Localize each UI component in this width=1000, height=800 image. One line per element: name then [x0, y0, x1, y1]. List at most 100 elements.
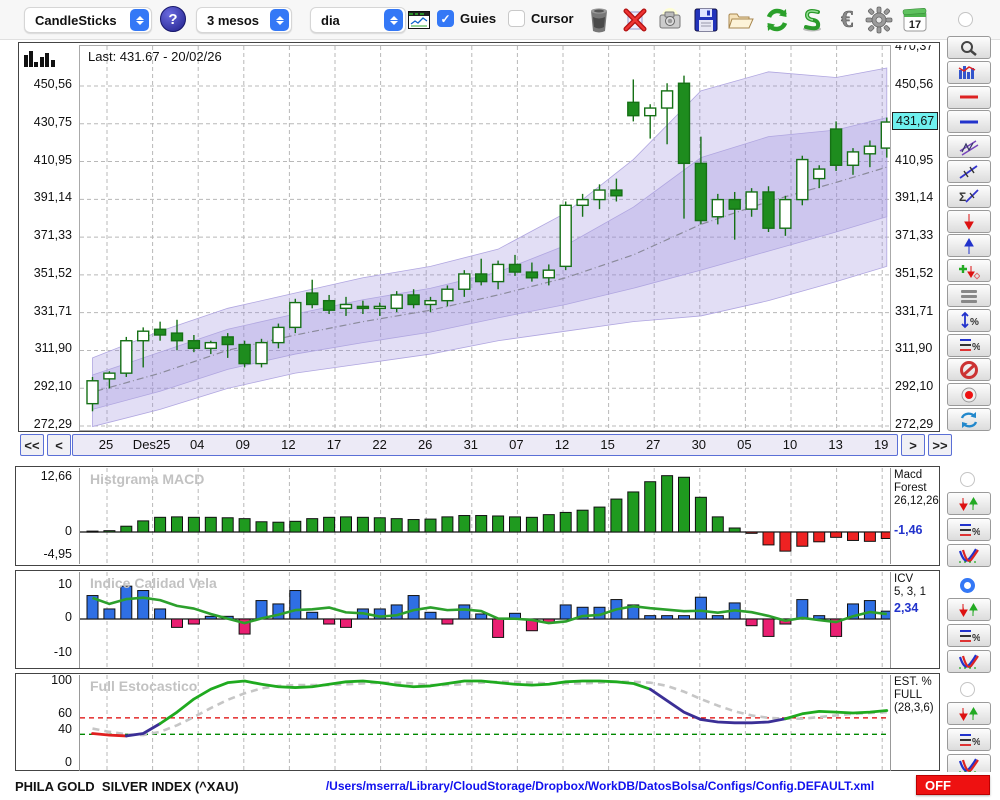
date-label: 12 [554, 437, 570, 452]
settings-button[interactable] [864, 5, 894, 35]
icv-signal-arrows-button[interactable] [947, 598, 991, 621]
stoch-y-label: 100 [51, 673, 72, 687]
levels-tool-button[interactable] [947, 284, 991, 307]
stepper-icon [384, 9, 403, 31]
macd-params: Macd Forest 26,12,26 [894, 469, 940, 508]
trash-icon [591, 8, 607, 33]
macd-signal-arrows-button[interactable] [947, 492, 991, 515]
zoom-icon [961, 40, 977, 56]
stoch-signal-arrows-button[interactable] [947, 702, 991, 725]
sync-button[interactable] [797, 5, 827, 35]
scroll-back-button[interactable]: < [47, 434, 71, 456]
date-label: 07 [509, 437, 524, 452]
scroll-forward-button[interactable]: > [901, 434, 925, 456]
record-tool-button[interactable] [947, 383, 991, 407]
cursor-checkbox[interactable]: Cursor [508, 10, 574, 27]
channel-icon [959, 140, 979, 156]
top-toolbar: CandleSticks ? 3 mesos dia ✓ Guies Curso… [0, 0, 1000, 40]
macd-ymax-label: 12,66 [40, 469, 72, 483]
price-label: 292,10 [895, 379, 934, 394]
up-arrow-icon [964, 237, 974, 254]
blue-line-tool-button[interactable] [947, 110, 991, 134]
icv-select-radio[interactable] [960, 578, 975, 593]
trendline-icon [959, 164, 978, 179]
stochastic-panel: Full Estocastico 100 60 40 0 EST. % FULL (28,… [15, 673, 940, 771]
price-label: 331,71 [33, 303, 72, 318]
calendar-button[interactable]: 17 [900, 5, 930, 35]
arrows-icon [959, 602, 978, 617]
price-label: 272,29 [895, 416, 934, 431]
param-line: FULL [894, 689, 923, 701]
icv-params: ICV 5, 3, 1 [894, 573, 940, 599]
chart-window-button[interactable] [404, 5, 434, 35]
config-path-label: /Users/mserra/Library/CloudStorage/Dropb… [325, 779, 875, 793]
icv-curve-button[interactable] [947, 650, 991, 673]
channel-tool-button[interactable] [947, 135, 991, 159]
price-label: 410,95 [33, 152, 72, 167]
zoom-tool-button[interactable] [947, 36, 991, 59]
checked-checkbox-icon: ✓ [437, 10, 454, 27]
stoch-y-label: 40 [58, 722, 72, 737]
stochastic-chart [80, 675, 890, 771]
save-button[interactable] [691, 5, 721, 35]
down-arrow-icon [964, 214, 974, 231]
red-line-tool-button[interactable] [947, 85, 991, 109]
refresh-small-tool-button[interactable] [947, 408, 991, 431]
arrows-icon [959, 706, 978, 721]
stoch-select-radio[interactable] [960, 682, 975, 697]
forbidden-icon [960, 360, 978, 379]
candlestick-plot[interactable]: Last: 431.67 - 20/02/26 [79, 45, 893, 431]
off-button[interactable]: OFF [916, 775, 990, 795]
scroll-fast-back-button[interactable]: << [20, 434, 44, 456]
add-marker-icon [959, 264, 980, 280]
snapshot-button[interactable] [655, 5, 685, 35]
timeframe-select[interactable]: dia [310, 7, 406, 33]
macd-panel: 12,66 0 -4,95 Histgrama MACD Macd Forest 2… [15, 466, 940, 566]
help-button[interactable]: ? [160, 6, 186, 32]
trash-button[interactable] [584, 5, 614, 35]
measure-percent-tool-button[interactable]: % [947, 308, 991, 332]
open-button[interactable] [726, 5, 756, 35]
red-line-icon [960, 95, 978, 99]
toolbar-radio[interactable] [958, 12, 973, 27]
icv-percent-button[interactable]: % [947, 624, 991, 647]
date-axis-bar[interactable]: 25 Des25 04 09 12 17 22 26 31 07 12 15 27 30 05 10 13 19 [72, 434, 898, 456]
icv-value: 2,34 [894, 601, 919, 615]
period-select[interactable]: 3 mesos [196, 7, 292, 33]
macd-percent-button[interactable]: % [947, 518, 991, 541]
scroll-fast-forward-button[interactable]: >> [928, 434, 952, 456]
icv-ymin-label: -10 [53, 645, 72, 659]
sigma-trendline-icon: Σ [959, 189, 979, 204]
chart-type-select[interactable]: CandleSticks [24, 7, 152, 33]
date-label: 22 [372, 437, 387, 452]
trendline-tool-button[interactable] [947, 160, 991, 183]
last-price-tag: 431,67 [892, 112, 939, 131]
sigma-trendline-tool-button[interactable]: Σ [947, 184, 991, 208]
guies-checkbox[interactable]: ✓ Guies [437, 10, 496, 27]
stoch-percent-button[interactable]: % [947, 728, 991, 751]
status-bar: PHILA GOLD SILVER INDEX (^XAU) /Users/ms… [0, 772, 1000, 800]
date-label: 05 [737, 437, 752, 452]
camera-icon [659, 8, 681, 29]
price-label: 351,52 [895, 265, 934, 280]
up-arrow-tool-button[interactable] [947, 234, 991, 258]
param-line: EST. % [894, 676, 932, 688]
forbidden-tool-button[interactable] [947, 358, 991, 382]
delete-button[interactable] [620, 5, 650, 35]
gear-icon [865, 6, 893, 34]
svg-text:%: % [972, 527, 980, 538]
macd-select-radio[interactable] [960, 472, 975, 487]
add-marker-tool-button[interactable] [947, 259, 991, 283]
lines-percent-tool-button[interactable]: % [947, 333, 991, 357]
indicator-chart-tool-button[interactable] [947, 60, 991, 84]
price-label: 351,52 [33, 265, 72, 280]
svg-text:%: % [972, 633, 980, 644]
macd-curve-button[interactable] [947, 544, 991, 567]
refresh-button[interactable] [762, 5, 792, 35]
date-label: 09 [235, 437, 251, 452]
svg-text:€: € [841, 7, 853, 33]
floppy-disk-icon [694, 8, 718, 32]
down-arrow-tool-button[interactable] [947, 209, 991, 233]
currency-button[interactable]: € [832, 5, 862, 35]
